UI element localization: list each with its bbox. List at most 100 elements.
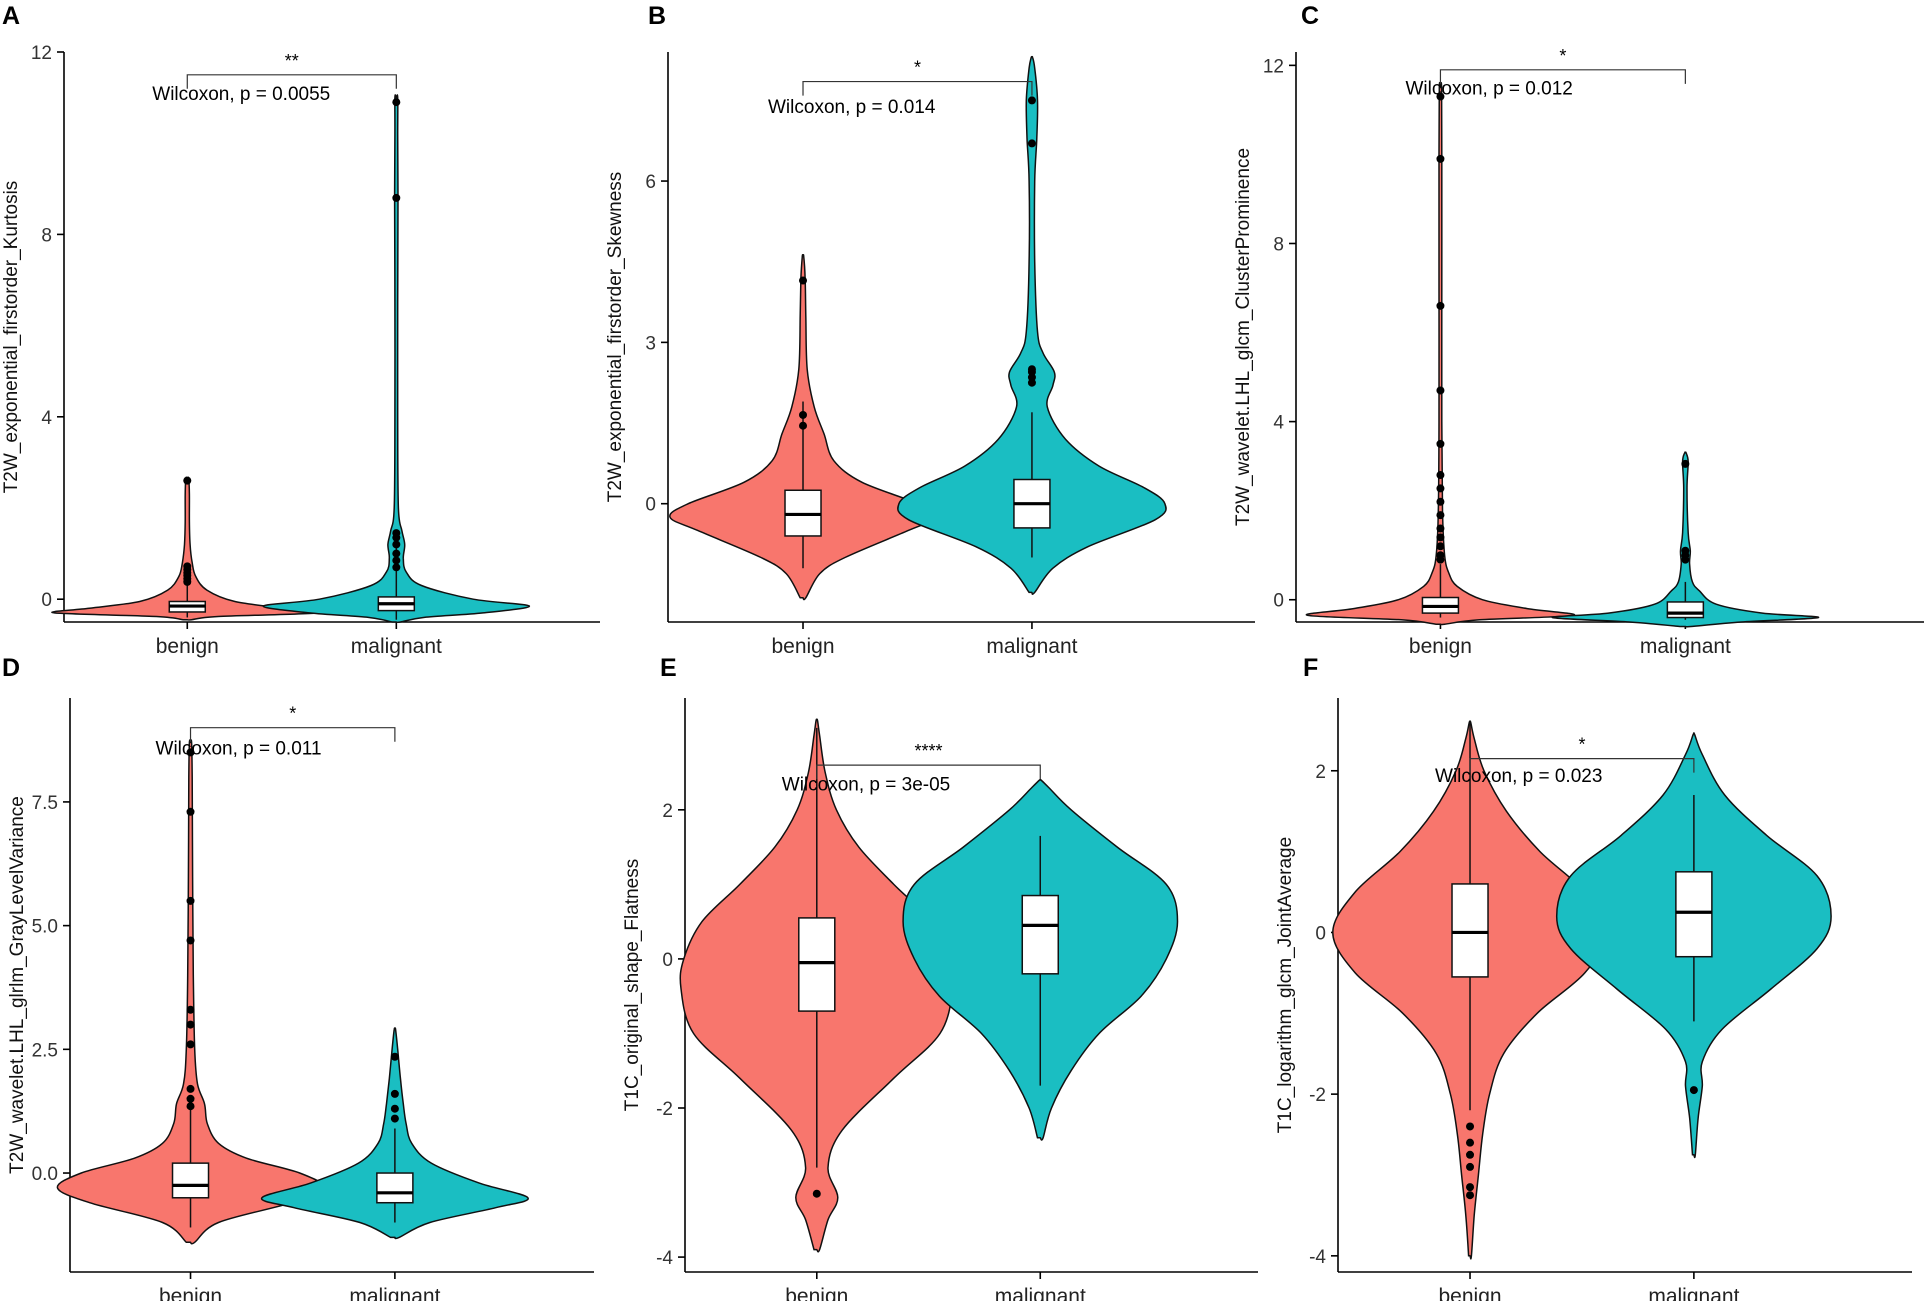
x-category-label-malignant: malignant — [351, 635, 442, 658]
y-axis-title: T2W_wavelet.LHL_glcm_ClusterProminence — [1233, 148, 1254, 526]
outlier-point — [390, 1114, 399, 1123]
y-tick-label: 0 — [1273, 591, 1284, 612]
y-tick-label: 0.0 — [32, 1164, 58, 1185]
y-axis-title: T2W_exponential_firstorder_Kurtosis — [1, 181, 22, 494]
y-tick-label: 7.5 — [32, 793, 58, 814]
panel-f: F -4 -2 0 2 T1C_logarithm_glcm_JointAveragebe… — [1275, 654, 1912, 1301]
wilcoxon-test-label: Wilcoxon, p = 3e-05 — [782, 775, 950, 796]
outlier-point — [1436, 386, 1445, 395]
y-axis-title: T1C_logarithm_glcm_JointAverage — [1275, 837, 1296, 1133]
panel-letter: A — [2, 2, 20, 30]
significance-stars: * — [1559, 46, 1566, 66]
outlier-point — [1466, 1138, 1475, 1147]
outlier-point — [1436, 471, 1445, 480]
box-benign — [171, 1162, 210, 1199]
y-tick-label: 0 — [645, 495, 656, 516]
outlier-point — [799, 410, 808, 419]
x-category-label-benign: benign — [159, 1285, 222, 1301]
box-malignant — [1675, 871, 1713, 958]
y-tick-label: 2 — [1315, 762, 1326, 783]
outlier-point — [1689, 1086, 1698, 1095]
panel-letter: E — [660, 654, 677, 682]
y-tick-label: 8 — [1273, 234, 1284, 255]
outlier-point — [1466, 1150, 1475, 1159]
outlier-point — [186, 1102, 195, 1111]
significance-stars: * — [914, 58, 921, 78]
outlier-point — [390, 1104, 399, 1113]
x-category-label-malignant: malignant — [986, 635, 1077, 658]
y-tick-label: 3 — [645, 333, 656, 354]
x-category-label-malignant: malignant — [1648, 1285, 1739, 1301]
y-axis-title: T1C_original_shape_Flatness — [622, 859, 643, 1111]
x-category-label-malignant: malignant — [995, 1285, 1086, 1301]
outlier-point — [186, 1040, 195, 1049]
y-tick-label: 5.0 — [32, 917, 58, 938]
outlier-point — [186, 1084, 195, 1093]
y-tick-label: -2 — [1309, 1085, 1326, 1106]
outlier-point — [392, 556, 401, 565]
outlier-point — [1466, 1122, 1475, 1131]
outlier-point — [1466, 1162, 1475, 1171]
x-category-label-malignant: malignant — [349, 1285, 440, 1301]
box-malignant — [1021, 894, 1060, 975]
wilcoxon-test-label: Wilcoxon, p = 0.023 — [1435, 766, 1602, 787]
outlier-point — [186, 896, 195, 905]
outlier-point — [186, 1020, 195, 1029]
wilcoxon-test-label: Wilcoxon, p = 0.014 — [768, 97, 936, 118]
panel-letter: B — [648, 2, 666, 30]
box-malignant — [376, 1172, 414, 1204]
y-tick-label: 0 — [41, 590, 52, 611]
outlier-point — [1436, 301, 1445, 310]
box-malignant — [1666, 601, 1705, 619]
x-category-label-benign: benign — [156, 635, 219, 658]
wilcoxon-test-label: Wilcoxon, p = 0.011 — [156, 738, 322, 759]
y-tick-label: -2 — [656, 1099, 673, 1120]
outlier-point — [390, 1089, 399, 1098]
outlier-point — [183, 562, 192, 571]
outlier-point — [1027, 96, 1036, 105]
y-tick-label: -4 — [1309, 1247, 1326, 1268]
x-category-label-benign: benign — [1409, 635, 1472, 658]
y-tick-label: 12 — [31, 43, 52, 64]
significance-bracket — [802, 80, 1033, 96]
panel-letter: D — [2, 654, 20, 682]
violin-malignant — [262, 94, 531, 624]
significance-bracket — [186, 74, 397, 89]
outlier-point — [1681, 546, 1690, 555]
panel-letter: C — [1301, 2, 1319, 30]
box-benign — [1451, 883, 1489, 978]
y-axis-title: T2W_exponential_firstorder_Skewness — [605, 172, 626, 503]
outlier-point — [1436, 484, 1445, 493]
outlier-point — [1436, 92, 1445, 101]
significance-stars: * — [289, 704, 296, 724]
panel-d: D 0.0 2.5 5.0 7.5T2W_wavelet.LHL_glrlm_GrayL… — [2, 654, 594, 1301]
significance-stars: * — [1578, 735, 1585, 755]
significance-stars: **** — [915, 741, 943, 761]
outlier-point — [186, 748, 195, 757]
violin-benign — [1305, 81, 1576, 626]
outlier-point — [1681, 459, 1690, 468]
significance-bracket — [189, 727, 396, 742]
outlier-point — [1436, 497, 1445, 506]
y-tick-label: 12 — [1263, 56, 1284, 77]
x-category-label-malignant: malignant — [1640, 635, 1731, 658]
outlier-point — [1436, 439, 1445, 448]
outlier-point — [390, 1052, 399, 1061]
outlier-point — [392, 98, 401, 107]
box-benign — [798, 917, 836, 1012]
outlier-point — [392, 193, 401, 202]
outlier-point — [186, 807, 195, 816]
outlier-point — [1436, 551, 1445, 560]
y-tick-label: 0 — [662, 950, 673, 971]
panel-c: C 0 4 8 12 T2W_wavelet.LHL_glcm_ClusterPromin… — [1233, 2, 1924, 658]
outlier-point — [1436, 542, 1445, 551]
outlier-point — [1466, 1191, 1475, 1200]
y-tick-label: -4 — [656, 1248, 673, 1269]
x-category-label-benign: benign — [1438, 1285, 1501, 1301]
y-tick-label: 2.5 — [32, 1040, 58, 1061]
outlier-point — [392, 563, 401, 572]
outlier-point — [1466, 1183, 1475, 1192]
x-category-label-benign: benign — [785, 1285, 848, 1301]
outlier-point — [1027, 365, 1036, 374]
